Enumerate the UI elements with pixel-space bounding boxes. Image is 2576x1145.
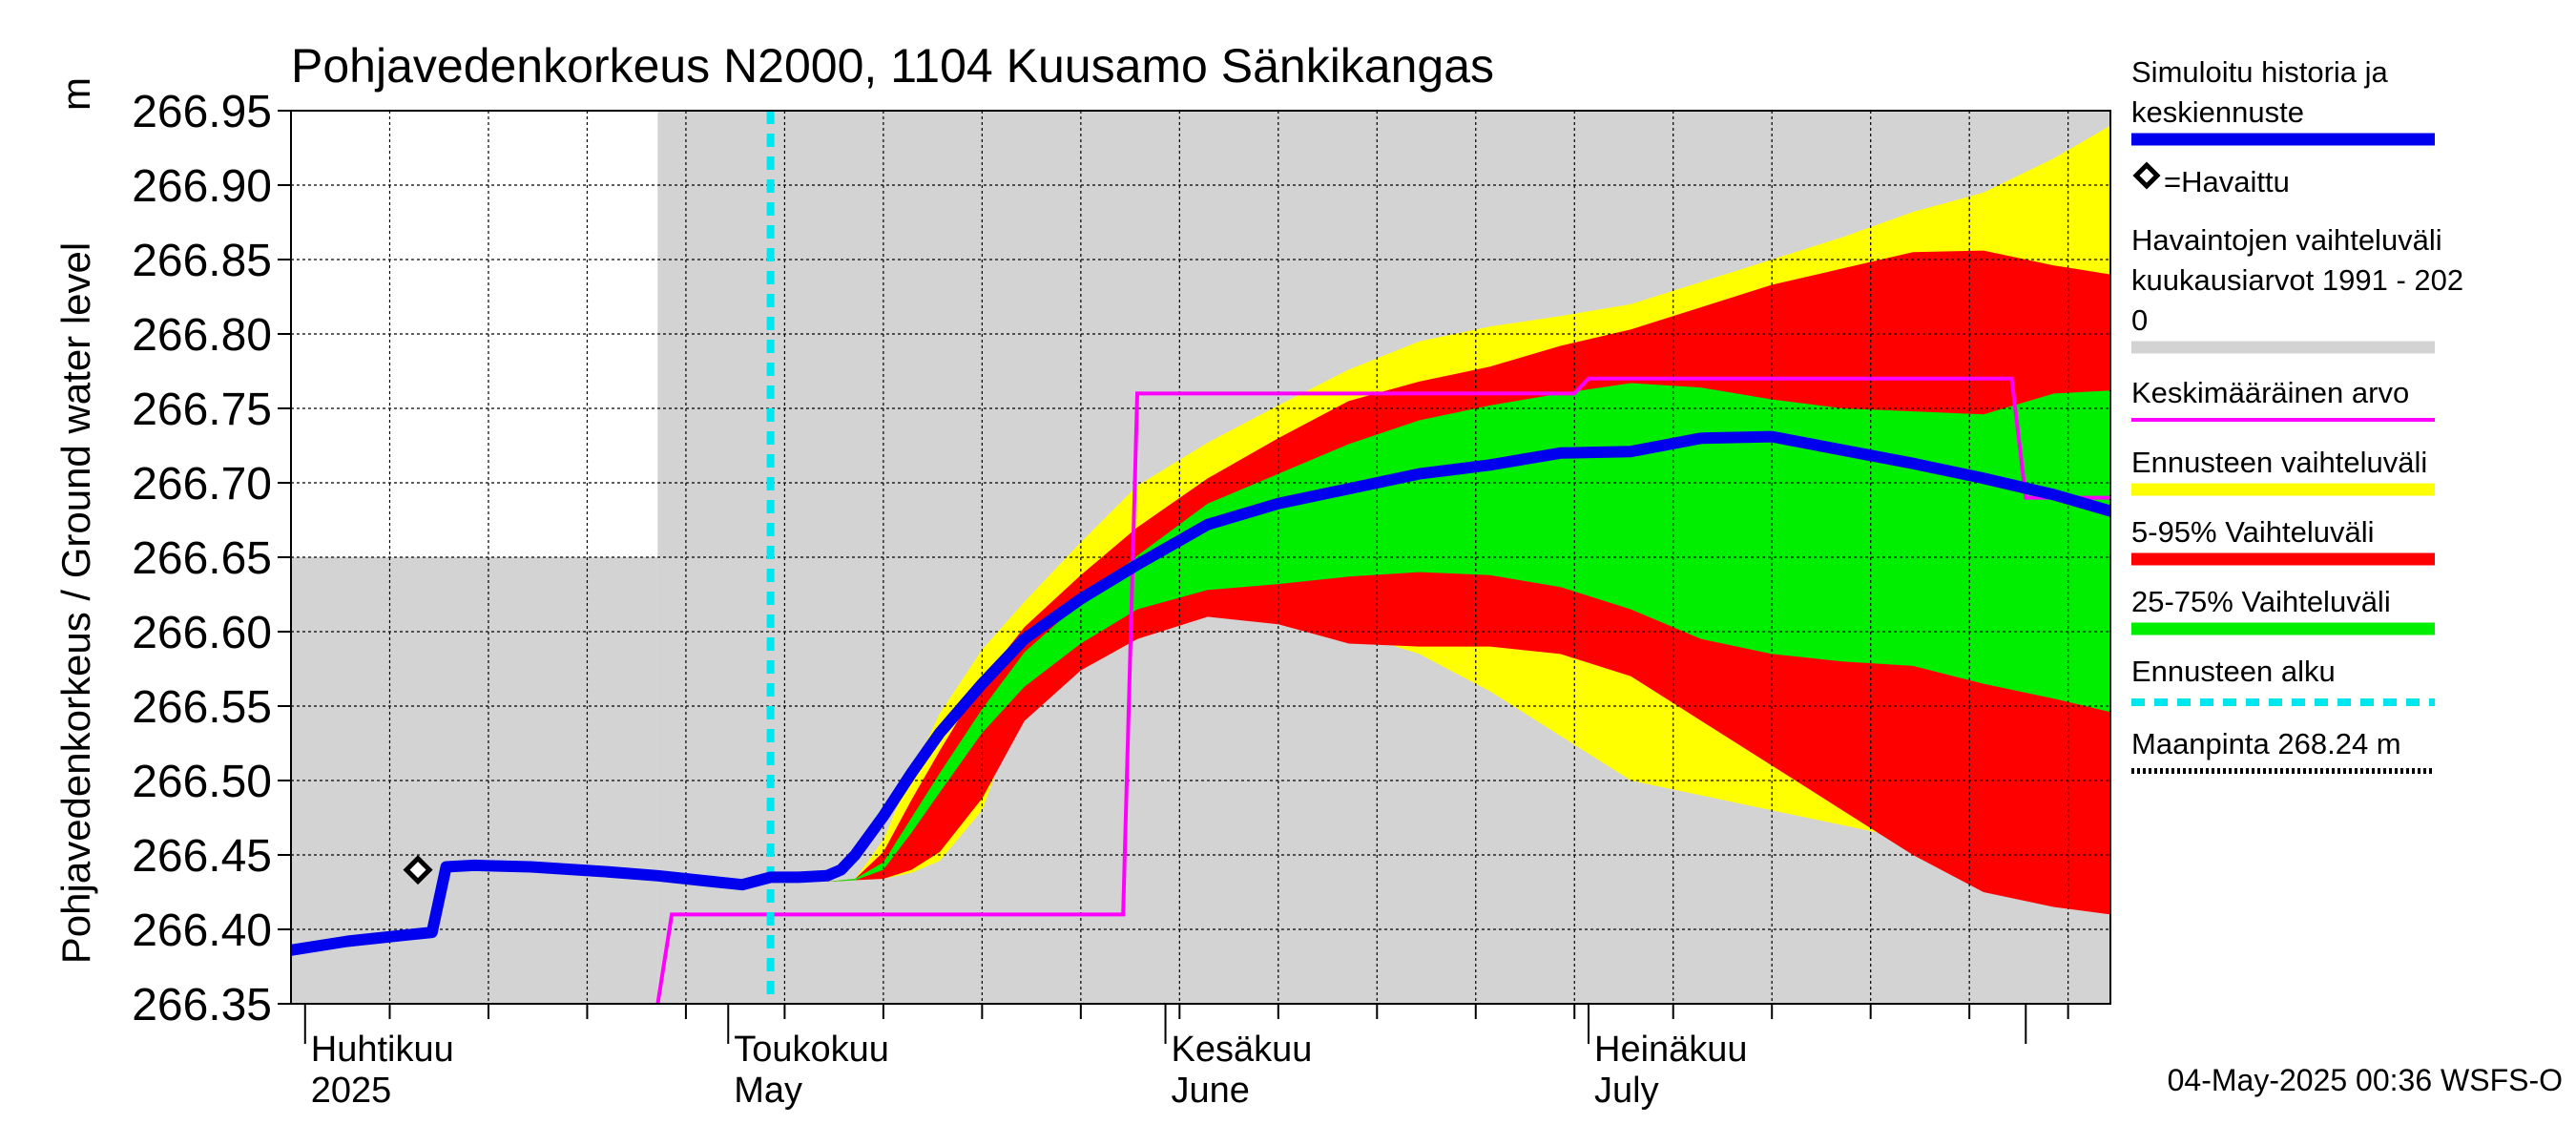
y-tick-label: 266.55 <box>132 682 272 733</box>
x-month-label-en: June <box>1172 1071 1250 1111</box>
timestamp-footer: 04-May-2025 00:36 WSFS-O <box>2168 1063 2563 1097</box>
band-25-75 <box>685 383 2110 883</box>
y-tick-label: 266.35 <box>132 980 272 1030</box>
y-tick-label: 266.90 <box>132 161 272 212</box>
x-month-label-en: July <box>1594 1071 1659 1111</box>
legend-swatch-observed <box>2132 161 2161 190</box>
legend-label-simulated: Simuloitu historia ja <box>2131 55 2389 89</box>
y-tick-label: 266.95 <box>132 87 272 137</box>
y-tick-label: 266.80 <box>132 310 272 361</box>
legend-label-band2575: 25-75% Vaihteluväli <box>2131 585 2391 618</box>
y-tick-label: 266.60 <box>132 608 272 658</box>
y-tick-label: 266.50 <box>132 757 272 807</box>
x-month-label-fi: Kesäkuu <box>1172 1030 1313 1070</box>
legend-label-mean: Keskimääräinen arvo <box>2131 376 2409 409</box>
legend-label-band595: 5-95% Vaihteluväli <box>2131 515 2374 549</box>
x-month-label-fi: Huhtikuu <box>311 1030 454 1070</box>
x-month-label-en: 2025 <box>311 1071 392 1111</box>
legend-label-history: Havaintojen vaihteluväli <box>2131 223 2442 257</box>
legend-label-observed: =Havaittu <box>2164 165 2290 198</box>
y-axis-label: Pohjavedenkorkeus / Ground water level <box>53 242 98 964</box>
legend-label-forecast: Ennusteen vaihteluväli <box>2131 446 2427 479</box>
legend-label-history: 0 <box>2131 303 2148 337</box>
chart-title: Pohjavedenkorkeus N2000, 1104 Kuusamo Sä… <box>291 39 1494 93</box>
y-tick-label: 266.65 <box>132 533 272 584</box>
y-tick-label: 266.45 <box>132 831 272 882</box>
x-month-label-fi: Heinäkuu <box>1594 1030 1748 1070</box>
y-tick-label: 266.70 <box>132 459 272 510</box>
simulated-line <box>291 430 2110 956</box>
x-month-label-fi: Toukokuu <box>734 1030 889 1070</box>
y-axis-unit: m <box>53 77 98 111</box>
axes: 266.35 266.40 266.45 266.50 266.55 266.60 266.… <box>132 87 2111 1111</box>
legend-label-fstart: Ennusteen alku <box>2131 655 2336 688</box>
plot-content <box>291 111 2110 1004</box>
plot-area <box>291 111 2110 1004</box>
x-month-label-en: May <box>734 1071 802 1111</box>
grid <box>291 111 2110 1004</box>
legend: Simuloitu historia ja keskiennuste =Havait… <box>2131 55 2463 774</box>
legend-label-history: kuukausiarvot 1991 - 202 <box>2131 263 2463 297</box>
y-tick-label: 266.85 <box>132 236 272 286</box>
mean-value-line <box>655 376 2110 1004</box>
legend-label-simulated: keskiennuste <box>2131 95 2304 129</box>
observed-point <box>403 855 433 885</box>
legend-label-ground: Maanpinta 268.24 m <box>2131 727 2401 760</box>
y-tick-label: 266.40 <box>132 906 272 956</box>
y-tick-label: 266.75 <box>132 385 272 435</box>
